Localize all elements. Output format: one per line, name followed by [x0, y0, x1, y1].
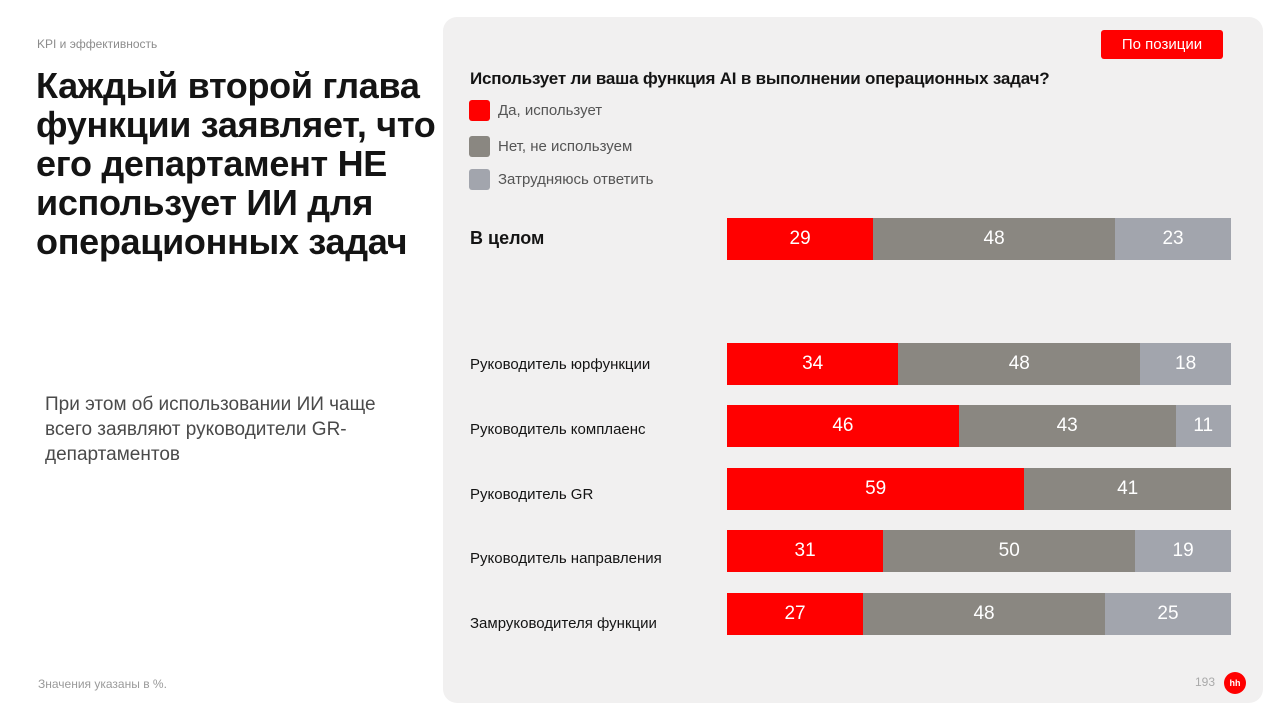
page-number: 193 [1195, 675, 1216, 689]
hh-logo: hh [1224, 672, 1246, 694]
bar-segment-no: 41 [1024, 468, 1231, 510]
bar-segment-unsure: 25 [1104, 593, 1231, 635]
bar-segment-yes: 46 [727, 405, 959, 447]
section-label: KPI и эффективность [37, 37, 158, 51]
headline: Каждый второй глава функции заявляет, чт… [36, 65, 436, 262]
legend-label-no: Нет, не используем [498, 138, 633, 155]
bar-segment-no: 48 [898, 343, 1141, 385]
legend-swatch-yes [469, 100, 490, 121]
bar-segment-yes: 29 [727, 218, 874, 260]
chart-title: Использует ли ваша функция AI в выполнен… [470, 69, 1050, 88]
bar-segment-no: 48 [863, 593, 1105, 635]
row-label: Руководитель комплаенс [470, 421, 646, 438]
row-label: Замруководителя функции [470, 615, 657, 632]
subtext: При этом об использовании ИИ чаще всего … [45, 394, 376, 465]
bar-segment-yes: 59 [727, 468, 1025, 510]
legend-label-yes: Да, использует [498, 102, 603, 119]
footnote: Значения указаны в %. [38, 677, 167, 691]
row-label: Руководитель юрфункции [470, 356, 651, 373]
stacked-bar: 27 48 25 [727, 593, 1231, 635]
legend-item-no: Нет, не используем [469, 136, 632, 157]
bar-segment-unsure: 11 [1175, 405, 1231, 447]
bar-segment-unsure: 19 [1135, 530, 1231, 572]
bar-segment-unsure: 18 [1140, 343, 1231, 385]
stacked-bar: 34 48 18 [727, 343, 1231, 385]
stacked-bar: 46 43 11 [727, 405, 1231, 447]
legend-label-unsure: Затрудняюсь ответить [498, 171, 654, 188]
stacked-bar: 59 41 [727, 468, 1231, 510]
chart-panel: По позиции Использует ли ваша функция AI… [443, 17, 1263, 703]
row-label: В целом [470, 228, 545, 248]
row-label: Руководитель направления [470, 550, 662, 567]
row-label: Руководитель GR [470, 486, 594, 503]
bar-segment-yes: 31 [727, 530, 884, 572]
filter-by-position-button[interactable]: По позиции [1101, 30, 1223, 59]
bar-segment-no: 48 [873, 218, 1116, 260]
bar-segment-no: 43 [958, 405, 1176, 447]
legend-swatch-no [469, 136, 490, 157]
bar-segment-yes: 27 [727, 593, 864, 635]
stacked-bar: 29 48 23 [727, 218, 1231, 260]
bar-segment-no: 50 [883, 530, 1136, 572]
stacked-bar: 31 50 19 [727, 530, 1231, 572]
legend-item-yes: Да, использует [469, 100, 602, 121]
legend-swatch-unsure [469, 169, 490, 190]
bar-segment-unsure: 23 [1115, 218, 1231, 260]
legend-item-unsure: Затрудняюсь ответить [469, 169, 653, 190]
bar-segment-yes: 34 [727, 343, 899, 385]
